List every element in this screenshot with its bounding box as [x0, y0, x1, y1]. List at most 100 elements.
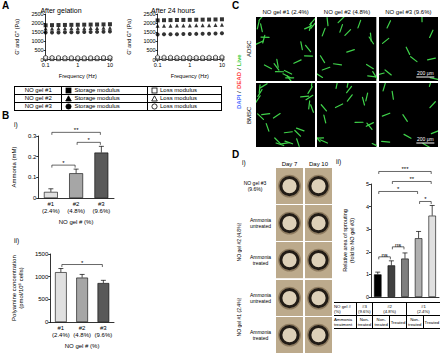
svg-text:2000: 2000 [143, 20, 155, 26]
svg-text:*: * [81, 260, 84, 266]
html-text:C: C [232, 0, 240, 11]
svg-text:Polyamine concentration: Polyamine concentration [11, 255, 17, 321]
svg-text:1: 1 [76, 62, 79, 68]
svg-text:*: * [88, 137, 91, 143]
svg-text:0.3: 0.3 [28, 133, 37, 139]
svg-text:Ammonia (mM): Ammonia (mM) [11, 147, 17, 188]
html-text:Storage modulus: Storage modulus [74, 103, 120, 110]
html-text:Non-treated: Non-treated [357, 317, 372, 327]
html-text:NO gel #1 (2.4%): NO gel #1 (2.4%) [262, 9, 309, 15]
html-text:Ammonia treated: Ammonia treated [249, 254, 272, 267]
svg-text:#1: #1 [58, 325, 65, 331]
svg-text:#1: #1 [48, 201, 55, 207]
svg-text:(pmol/10⁶ cells): (pmol/10⁶ cells) [18, 267, 24, 308]
svg-text:**: ** [409, 176, 414, 182]
svg-text:Frequency (Hz): Frequency (Hz) [171, 73, 209, 79]
svg-text:G' and G'' (Pa): G' and G'' (Pa) [126, 19, 132, 55]
svg-text:**: ** [74, 127, 79, 133]
html-text:Loss modulus: Loss modulus [160, 87, 198, 94]
svg-text:1500: 1500 [31, 29, 43, 35]
html-text:Ammonia untreated: Ammonia untreated [249, 291, 272, 304]
svg-text:#3: #3 [98, 201, 105, 207]
svg-text:*: * [397, 186, 400, 192]
html-text:NO gel #3 (9.6%): NO gel #3 (9.6%) [243, 180, 267, 193]
svg-text:0: 0 [366, 294, 369, 300]
svg-text:*: * [62, 160, 65, 166]
svg-text:(4.8%): (4.8%) [67, 208, 85, 214]
svg-text:*: * [424, 196, 427, 202]
svg-text:10: 10 [219, 62, 225, 68]
html-text:Storage modulus: Storage modulus [74, 87, 120, 94]
html-text:NO gel #3 (9.6%): NO gel #3 (9.6%) [385, 9, 432, 15]
svg-text:0: 0 [45, 319, 49, 325]
svg-text:Relative area of sprouting: Relative area of sprouting [342, 209, 348, 272]
svg-text:4: 4 [366, 204, 369, 210]
html-text:NO gel #1: NO gel #1 [24, 87, 52, 93]
html-text:NO gel #2 (4.8%): NO gel #2 (4.8%) [323, 9, 371, 15]
html-text:#3 (9.6%): #3 (9.6%) [358, 304, 371, 314]
svg-text:***: *** [401, 166, 409, 172]
svg-text:After 24 hours: After 24 hours [151, 7, 195, 14]
svg-text:1000: 1000 [35, 274, 49, 280]
svg-text:ns: ns [381, 252, 387, 258]
html-text:Loss modulus: Loss modulus [160, 95, 198, 102]
html-text:#1 (2.4%): #1 (2.4%) [417, 304, 430, 314]
html-text:Non-treated Treated: Non-treated Treated [408, 317, 440, 327]
html-text:B: B [2, 110, 10, 121]
html-text:Non-treated Treated: Non-treated Treated [374, 317, 406, 327]
svg-text:2500: 2500 [143, 11, 156, 17]
html-text:ii): ii) [336, 158, 342, 165]
svg-text:#2: #2 [79, 325, 86, 331]
svg-text:NO gel # (%): NO gel # (%) [65, 343, 100, 349]
svg-text:(2.4%): (2.4%) [52, 332, 70, 338]
svg-text:G' and G'' (Pa): G' and G'' (Pa) [14, 19, 20, 55]
svg-text:NO gel # (%): NO gel # (%) [59, 219, 94, 225]
svg-text:0.1: 0.1 [28, 174, 37, 180]
svg-text:(9.6%): (9.6%) [95, 332, 113, 338]
svg-text:500: 500 [38, 296, 49, 302]
svg-text:#3: #3 [100, 325, 107, 331]
svg-text:(2.4%): (2.4%) [42, 208, 60, 214]
html-text:DAPI: DAPI [236, 95, 242, 110]
svg-text:200 μm: 200 μm [417, 70, 434, 76]
html-text:NO gel #3: NO gel #3 [24, 103, 52, 110]
html-text:D: D [232, 149, 240, 160]
svg-text:0: 0 [33, 195, 37, 201]
svg-text:1: 1 [366, 271, 369, 277]
svg-text:2: 2 [366, 249, 369, 255]
svg-text:After gelation: After gelation [40, 7, 81, 15]
svg-text:5: 5 [366, 181, 369, 187]
svg-text:1: 1 [188, 62, 191, 68]
svg-text:0.2: 0.2 [28, 154, 37, 160]
html-text:Loss modulus: Loss modulus [160, 103, 198, 110]
svg-text:2500: 2500 [31, 11, 44, 17]
svg-text:10: 10 [107, 62, 113, 68]
svg-text:Frequency (Hz): Frequency (Hz) [59, 73, 97, 79]
svg-text:0.1: 0.1 [42, 62, 50, 68]
html-text:DEAD: DEAD [236, 72, 242, 90]
html-text:Ammonia treatment: Ammonia treatment [334, 317, 353, 327]
svg-text:(9.6%): (9.6%) [93, 208, 111, 214]
svg-text:2000: 2000 [31, 20, 43, 26]
html-text:ii): ii) [14, 237, 20, 244]
svg-text:500: 500 [146, 47, 155, 53]
svg-text:ns: ns [395, 242, 401, 248]
html-text:Ammonia untreated: Ammonia untreated [249, 217, 272, 230]
html-text:NO gel #2: NO gel #2 [24, 95, 52, 102]
html-text:NO gel # (%): NO gel # (%) [334, 304, 351, 314]
html-text:Storage modulus: Storage modulus [74, 95, 120, 102]
svg-text:#2: #2 [73, 201, 80, 207]
svg-text:0.1: 0.1 [154, 62, 162, 68]
svg-text:1500: 1500 [143, 29, 155, 35]
html-text:#2 (4.8%): #2 (4.8%) [383, 304, 396, 314]
svg-text:(4.8%): (4.8%) [73, 332, 91, 338]
svg-text:3: 3 [366, 226, 369, 232]
html-text:A: A [2, 0, 10, 11]
svg-text:500: 500 [34, 47, 43, 53]
svg-text:(fold to NO gel #3): (fold to NO gel #3) [349, 218, 355, 263]
svg-text:200 μm: 200 μm [417, 136, 434, 142]
svg-text:1000: 1000 [31, 38, 43, 44]
svg-text:1500: 1500 [35, 251, 49, 257]
html-text:Ammonia treated: Ammonia treated [249, 328, 272, 341]
svg-text:1000: 1000 [143, 38, 155, 44]
